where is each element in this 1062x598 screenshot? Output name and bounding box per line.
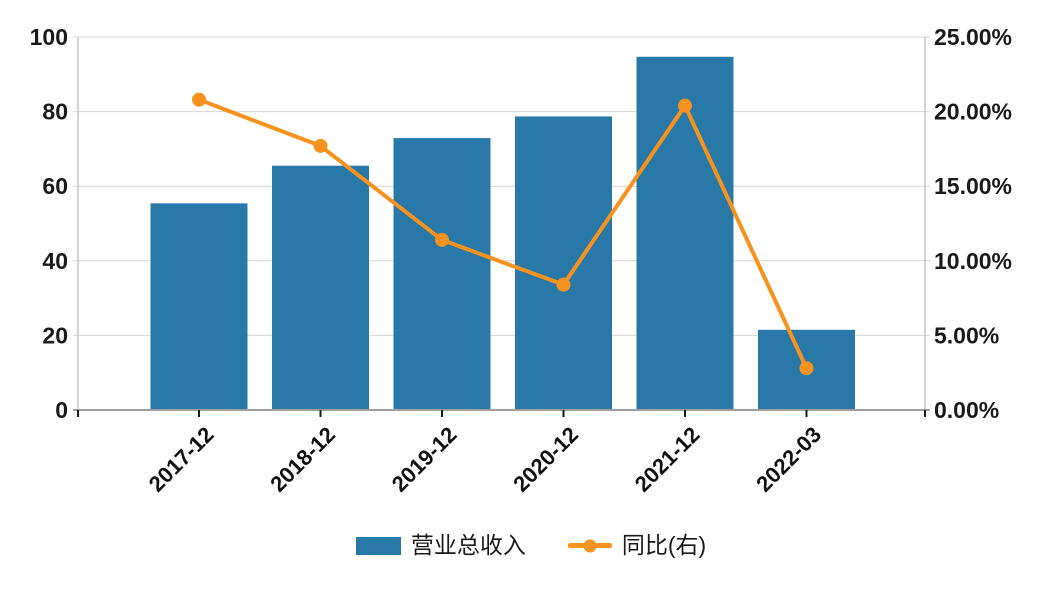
x-tick-label-2018-12: 2018-12 [265,422,340,497]
y-right-tick-label: 15.00% [934,173,1012,199]
y-left-tick-label: 20 [42,322,68,348]
bar-2019-12[interactable] [393,138,491,410]
line-series [192,92,814,376]
legend-item-yoy[interactable]: 同比(右) [567,532,707,558]
x-tick-label-2020-12: 2020-12 [508,422,583,497]
y-left-tick-label: 40 [42,248,68,274]
legend-line-swatch [567,539,612,552]
bar-2021-12[interactable] [636,56,734,410]
line-point-2017-12[interactable] [192,92,206,107]
y-left-tick-label: 100 [30,24,68,50]
legend-line-dot-icon [583,539,597,552]
line-point-2022-03[interactable] [799,361,814,376]
x-axis-labels: 2017-12 2018-12 2019-12 2020-12 2021-12 2022-… [144,422,826,497]
y-left-tick-label: 60 [42,173,68,199]
x-tick-label-2022-03: 2022-03 [751,422,826,497]
bar-2017-12[interactable] [150,203,248,410]
y-axis-right-labels: 0.00% 5.00% 10.00% 15.00% 20.00% 25.00% [934,24,1012,423]
x-tick-label-2021-12: 2021-12 [630,422,705,497]
y-right-tick-label: 5.00% [934,322,999,348]
y-right-tick-label: 10.00% [934,248,1012,274]
legend: 营业总收入 同比(右) [0,534,1062,557]
y-right-tick-label: 25.00% [934,24,1012,50]
bar-2018-12[interactable] [272,165,369,410]
x-axis-ticks [77,410,926,417]
legend-item-revenue[interactable]: 营业总收入 [355,532,526,558]
bar-2020-12[interactable] [515,116,612,410]
y-axis-left-labels: 0 20 40 60 80 100 [30,24,68,423]
y-left-tick-label: 80 [42,99,68,125]
line-point-2018-12[interactable] [313,138,328,153]
line-point-2021-12[interactable] [678,98,692,113]
chart-plot-area: 0 20 40 60 80 100 0.00% 5.00% 10.00% 15.00% 20.00%… [30,24,1012,497]
x-tick-label-2017-12: 2017-12 [144,422,219,497]
y-right-tick-label: 20.00% [934,99,1012,125]
yoy-line [197,97,809,371]
bar-series [150,56,855,410]
legend-label-revenue: 营业总收入 [410,532,526,558]
line-point-2019-12[interactable] [435,232,449,247]
y-right-tick-label: 0.00% [934,397,999,423]
legend-label-yoy: 同比(右) [621,532,707,558]
line-point-2020-12[interactable] [556,277,571,292]
x-tick-label-2019-12: 2019-12 [387,422,462,497]
legend-bar-swatch [355,536,401,555]
y-left-tick-label: 0 [55,397,68,423]
